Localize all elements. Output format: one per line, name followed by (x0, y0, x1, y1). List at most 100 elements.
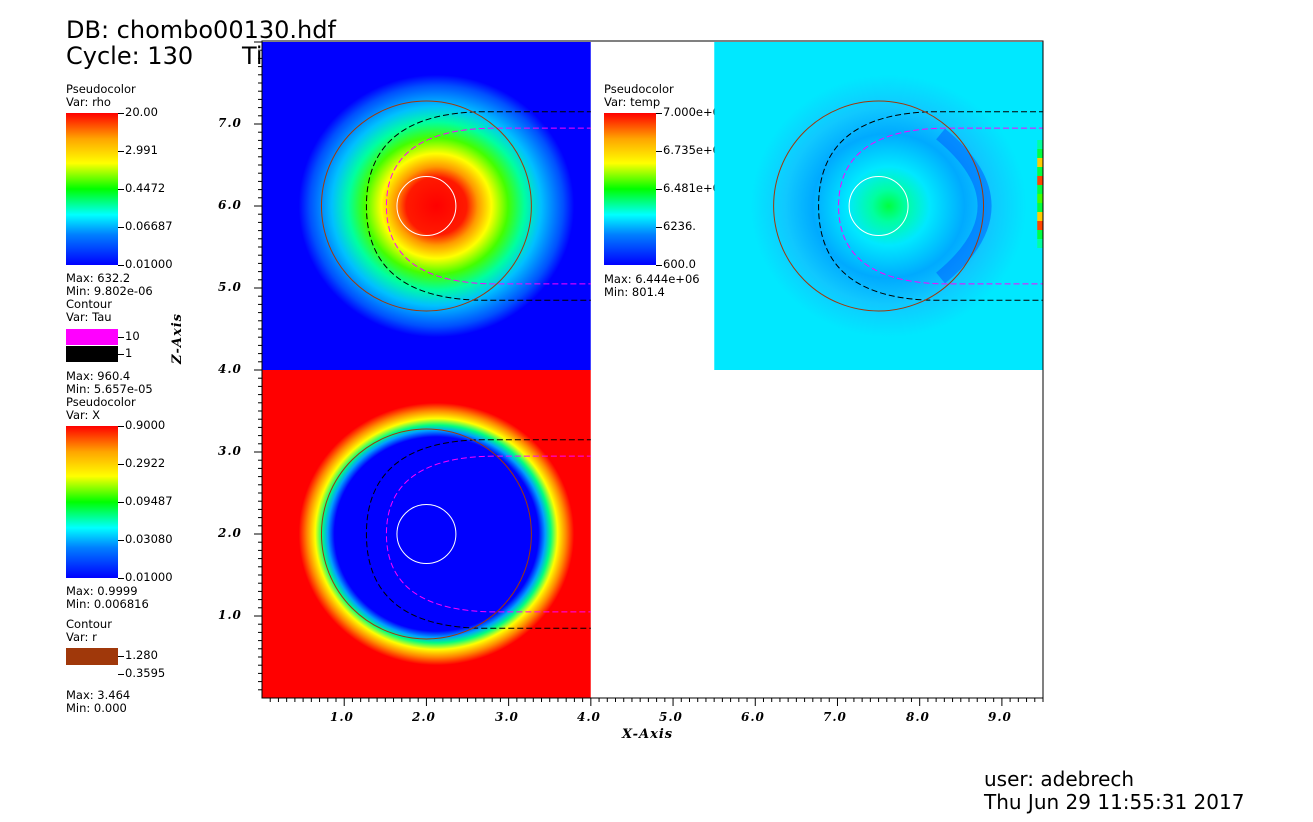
tau-level-1: 1 (125, 346, 133, 360)
temp-edge-cell (1037, 239, 1043, 248)
y-tick-label: 4.0 (218, 362, 242, 376)
rho-colorbar-tick-label: 0.01000 (125, 257, 173, 271)
x-colorbar-tick-label: 0.2922 (125, 456, 166, 470)
rho-colorbar-tick-label: 0.06687 (125, 219, 173, 233)
tau-swatch-10 (66, 329, 118, 345)
temp-colorbar-tick-label: 6.481e+04 (663, 181, 728, 195)
rho-field (298, 74, 575, 338)
temp-colorbar-tick-label: 6236. (663, 219, 696, 233)
y-axis-label: Z-Axis (170, 313, 185, 364)
rho-legend-var: Var: rho (66, 95, 111, 109)
tau-contour-10 (385, 127, 591, 285)
x-legend-kind: Pseudocolor (66, 395, 136, 409)
r-contour-outer (320, 428, 532, 640)
rho-max: Max: 632.2 (66, 271, 131, 285)
timestamp-label: Thu Jun 29 11:55:31 2017 (984, 790, 1245, 814)
temp-max: Max: 6.444e+06 (604, 272, 700, 286)
x-colorbar-tick (118, 502, 124, 503)
temp-edge-cell (1037, 230, 1043, 239)
x-colorbar (66, 426, 118, 578)
r-tick-outer (118, 656, 124, 657)
x-tick-label: 8.0 (906, 710, 930, 724)
x-colorbar-tick-label: 0.03080 (125, 532, 173, 546)
rho-colorbar-tick (118, 151, 124, 152)
tau-min: Min: 5.657e-05 (66, 382, 153, 396)
tau-tick-1 (118, 354, 124, 355)
database-title: DB: chombo00130.hdf (66, 16, 336, 44)
rho-colorbar-tick-label: 20.00 (125, 105, 158, 119)
y-tick-label: 2.0 (218, 526, 242, 540)
x-colorbar-tick (118, 540, 124, 541)
r-level-outer: 1.280 (125, 648, 158, 662)
X-field (298, 402, 575, 666)
x-tick-label: 4.0 (577, 710, 601, 724)
y-tick-label: 5.0 (218, 280, 242, 294)
temp-colorbar-tick (656, 227, 662, 228)
r-level-inner: 0.3595 (125, 666, 166, 680)
r-legend-kind: Contour (66, 617, 112, 631)
panel-X (262, 370, 591, 698)
rho-colorbar-tick-label: 2.991 (125, 143, 158, 157)
rho-min: Min: 9.802e-06 (66, 284, 153, 298)
tau-legend-kind: Contour (66, 297, 112, 311)
r-tick-inner (118, 674, 124, 675)
x-tick-label: 1.0 (330, 710, 354, 724)
r-contour-outer (320, 100, 532, 312)
x-colorbar-tick-label: 0.09487 (125, 494, 173, 508)
temp-edge-cell (1037, 158, 1043, 167)
x-tick-label: 2.0 (412, 710, 436, 724)
x-colorbar-tick (118, 464, 124, 465)
temp-edge-cell (1037, 185, 1043, 194)
r-contour-inner (848, 176, 909, 236)
temp-min: Min: 801.4 (604, 285, 665, 299)
rho-colorbar-tick (118, 227, 124, 228)
tau-contour-1 (365, 111, 591, 301)
tau-max: Max: 960.4 (66, 369, 131, 383)
x-colorbar-tick-label: 0.01000 (125, 570, 173, 584)
rho-colorbar-tick (118, 265, 124, 266)
panel-rho (262, 42, 591, 370)
x-min: Min: 0.006816 (66, 597, 149, 611)
tau-swatch-1 (66, 346, 118, 362)
temp-colorbar-tick-label: 600.0 (663, 257, 696, 271)
cycle-label: Cycle: 130 (66, 42, 194, 70)
y-tick-label: 6.0 (218, 198, 242, 212)
temp-edge-cell (1037, 194, 1043, 203)
temp-legend-kind: Pseudocolor (604, 82, 674, 96)
temp-edge-cell (1037, 212, 1043, 221)
rho-colorbar (66, 113, 118, 265)
temp-edge-cell (1037, 203, 1043, 212)
x-legend-var: Var: X (66, 408, 100, 422)
r-contour-inner (396, 176, 457, 236)
y-tick-label: 1.0 (218, 608, 242, 622)
rho-legend-kind: Pseudocolor (66, 82, 136, 96)
x-colorbar-tick-label: 0.9000 (125, 418, 166, 432)
rho-colorbar-tick (118, 113, 124, 114)
tau-legend-var: Var: Tau (66, 310, 112, 324)
x-tick-label: 7.0 (823, 710, 847, 724)
x-tick-label: 5.0 (659, 710, 683, 724)
r-contour-outer (773, 100, 985, 312)
temp-colorbar-tick (656, 189, 662, 190)
r-legend-var: Var: r (66, 630, 97, 644)
temp-edge-cell (1037, 140, 1043, 149)
r-contour-inner (396, 504, 457, 564)
temp-crescent (936, 128, 992, 284)
y-tick-label: 7.0 (218, 116, 242, 130)
temp-edge-cell (1037, 149, 1043, 158)
rho-colorbar-tick (118, 189, 124, 190)
rho-colorbar-tick-label: 0.4472 (125, 181, 166, 195)
user-label: user: adebrech (984, 767, 1135, 791)
r-min: Min: 0.000 (66, 701, 127, 715)
temp-colorbar-tick-label: 6.735e+05 (663, 143, 728, 157)
r-swatch-outer (66, 648, 118, 665)
temp-edge-cell (1037, 221, 1043, 230)
x-tick-label: 6.0 (741, 710, 765, 724)
x-tick-label: 9.0 (988, 710, 1012, 724)
y-tick-label: 3.0 (218, 444, 242, 458)
temp-colorbar-tick (656, 151, 662, 152)
r-max: Max: 3.464 (66, 688, 131, 702)
panel-temp (714, 42, 1043, 370)
temp-colorbar-tick-label: 7.000e+06 (663, 105, 728, 119)
